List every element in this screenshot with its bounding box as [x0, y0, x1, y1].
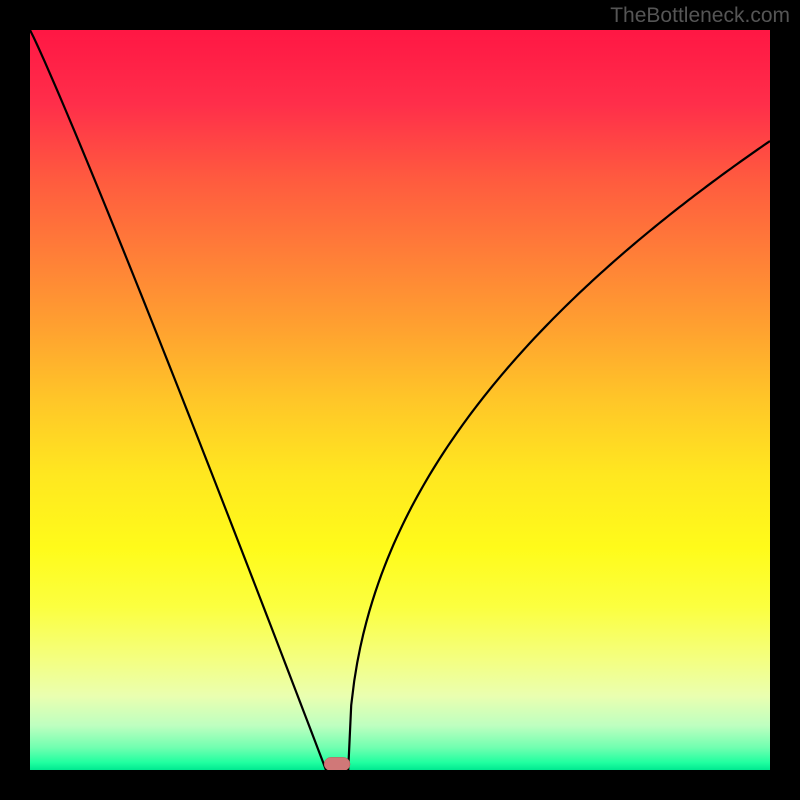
watermark-text: TheBottleneck.com: [610, 4, 790, 28]
chart-svg: [30, 30, 770, 770]
chart-background: [30, 30, 770, 770]
bottleneck-chart: [30, 30, 770, 770]
optimal-marker: [324, 757, 350, 770]
